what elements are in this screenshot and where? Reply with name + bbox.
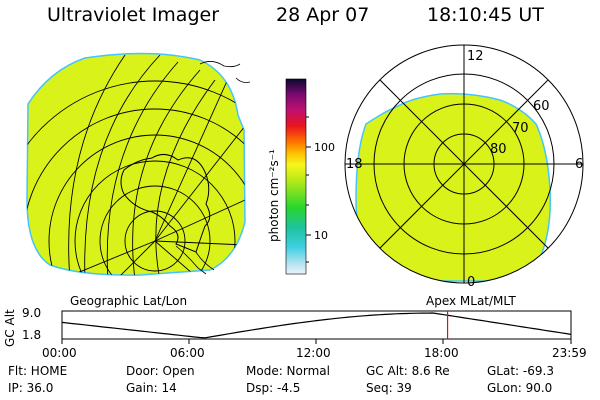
param-gain: Gain: 14	[126, 381, 177, 395]
altitude-ytick-max: 9.0	[22, 306, 42, 320]
colorbar-scale	[285, 78, 307, 275]
xtick-0000: 00:00	[42, 346, 77, 360]
polar-panel: 12 18 6 0 60 70 80	[344, 44, 584, 290]
xtick-1800: 18:00	[424, 346, 459, 360]
param-glon: GLon: 90.0	[487, 381, 553, 395]
geo-panel-caption: Geographic Lat/Lon	[70, 294, 188, 308]
mlt-label-18: 18	[346, 157, 363, 172]
geo-landmass-outline	[199, 61, 251, 83]
mlat-label-80: 80	[490, 142, 507, 157]
altitude-curve	[61, 312, 572, 339]
date-label: 28 Apr 07	[276, 4, 370, 26]
instrument-title: Ultraviolet Imager	[47, 4, 220, 26]
altitude-ylabel: GC Alt	[3, 309, 17, 347]
altitude-ytick-min: 1.8	[22, 328, 42, 342]
altitude-chart	[61, 310, 572, 344]
param-gc-alt: GC Alt: 8.6 Re	[366, 364, 450, 378]
mlt-label-12: 12	[467, 49, 484, 64]
param-flt: Flt: HOME	[8, 364, 68, 378]
colorbar-unit-label: photon cm⁻²s⁻¹	[267, 149, 281, 242]
mlat-label-70: 70	[512, 121, 529, 136]
polar-panel-caption: Apex MLat/MLT	[426, 294, 516, 308]
xtick-2359: 23:59	[552, 346, 587, 360]
altitude-x-ticks	[61, 339, 572, 344]
colorbar-ticks	[306, 116, 311, 263]
colorbar-tick-10: 10	[314, 229, 328, 242]
mlt-label-06: 6	[575, 157, 583, 172]
altitude-plot-frame	[61, 310, 572, 340]
mlat-label-60: 60	[533, 99, 550, 114]
geo-coastline	[120, 154, 211, 253]
geo-coast-detail	[175, 245, 215, 275]
param-door: Door: Open	[126, 364, 195, 378]
param-dsp: Dsp: -4.5	[246, 381, 301, 395]
colorbar: 100 10 photon cm⁻²s⁻¹	[267, 78, 335, 275]
geo-emission-region	[26, 52, 246, 276]
xtick-0600: 06:00	[170, 346, 205, 360]
mlt-label-00: 0	[467, 275, 475, 290]
param-mode: Mode: Normal	[246, 364, 330, 378]
param-glat: GLat: -69.3	[487, 364, 554, 378]
colorbar-tick-100: 100	[314, 141, 335, 154]
geo-graticule	[27, 54, 245, 276]
time-label: 18:10:45 UT	[427, 4, 544, 26]
param-ip: IP: 36.0	[8, 381, 54, 395]
geographic-panel	[26, 52, 251, 276]
param-seq: Seq: 39	[366, 381, 412, 395]
polar-grid	[344, 44, 584, 284]
xtick-1200: 12:00	[296, 346, 331, 360]
